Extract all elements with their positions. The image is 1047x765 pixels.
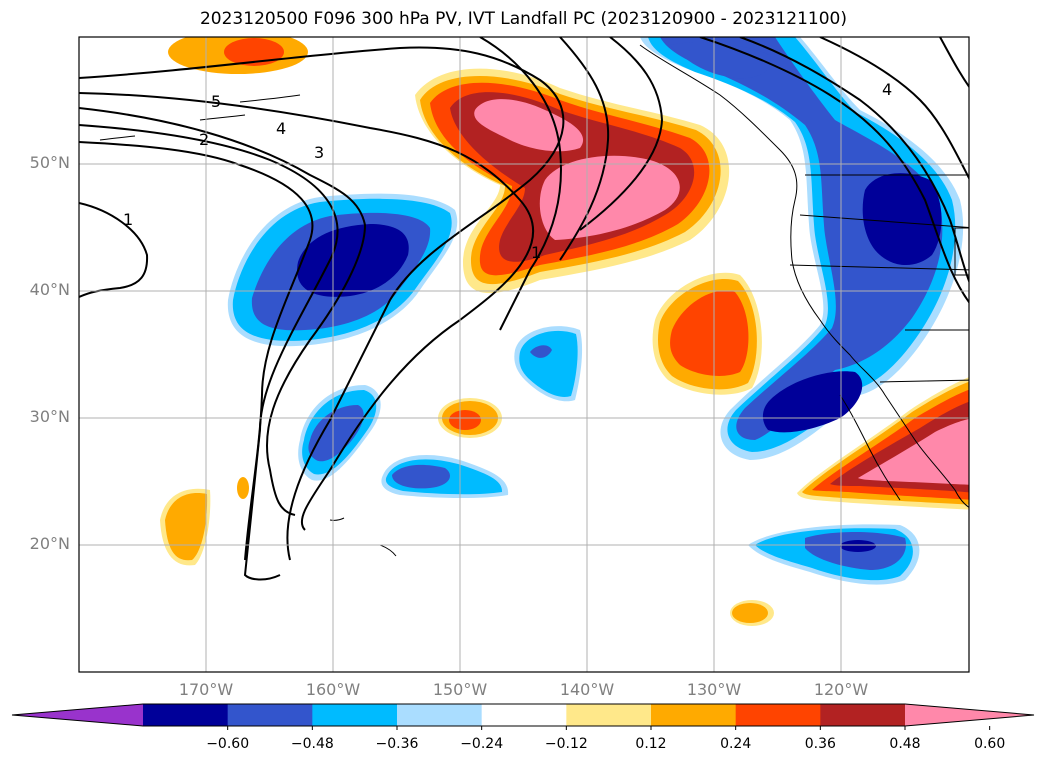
- colorbar-tick-label: 0.24: [720, 736, 752, 752]
- lon-label-130w: 130°W: [686, 680, 742, 699]
- lat-label-30n: 30°N: [29, 407, 70, 426]
- colorbar: [11, 703, 1035, 730]
- colorbar-tick-label: 0.60: [974, 736, 1006, 752]
- colorbar-swatch: [820, 704, 906, 726]
- colorbar-swatch: [397, 704, 483, 726]
- coastline: [99, 44, 969, 557]
- contour-label-1-central: 1: [531, 243, 541, 262]
- colorbar-tick-label: −0.60: [206, 736, 250, 752]
- pv-anomaly-southeast-negative: [748, 524, 920, 585]
- contour-label-2: 2: [199, 130, 209, 149]
- colorbar-swatch: [735, 704, 821, 726]
- pv-anomaly-east-negative: [640, 37, 964, 460]
- colorbar-swatch: [481, 704, 567, 726]
- contour-label-4: 4: [276, 119, 286, 138]
- contour-label-4-east: 4: [882, 80, 892, 99]
- colorbar-swatch: [651, 704, 737, 726]
- colorbar-tick-label: −0.48: [290, 736, 334, 752]
- colorbar-extend-high: [905, 704, 1034, 726]
- colorbar-swatch: [566, 704, 652, 726]
- pv-anomaly-central-negative: [298, 326, 583, 499]
- colorbar-tick-label: −0.36: [375, 736, 419, 752]
- colorbar-tick-label: 0.12: [635, 736, 667, 752]
- lon-label-170w: 170°W: [178, 680, 234, 699]
- colorbar-tick-label: 0.48: [889, 736, 921, 752]
- lat-label-20n: 20°N: [29, 534, 70, 553]
- colorbar-swatch: [143, 704, 229, 726]
- contour-label-5: 5: [211, 92, 221, 111]
- contour-label-3: 3: [314, 143, 324, 162]
- lon-label-150w: 150°W: [432, 680, 488, 699]
- lat-label-50n: 50°N: [29, 153, 70, 172]
- lon-label-120w: 120°W: [813, 680, 869, 699]
- lon-label-140w: 140°W: [559, 680, 615, 699]
- pv-anomaly-north-positive: [415, 68, 730, 294]
- map-gridlines: [79, 37, 969, 672]
- map-frame: [78, 36, 970, 673]
- contour-label-1-west: 1: [123, 210, 133, 229]
- lat-label-40n: 40°N: [29, 280, 70, 299]
- colorbar-tick-label: −0.24: [460, 736, 504, 752]
- colorbar-outline: [11, 703, 1035, 727]
- colorbar-tick-label: 0.36: [804, 736, 836, 752]
- pv-anomaly-west-negative: [227, 193, 458, 347]
- pv-anomaly-central-positive: [160, 272, 774, 626]
- pv-shading-layer: 5 4 3 2 1 1 4: [79, 37, 969, 672]
- contour-label-group: 5 4 3 2 1 1 4: [123, 80, 892, 262]
- pv-contour-lines: [79, 37, 969, 581]
- colorbar-extend-low: [12, 704, 143, 726]
- colorbar-tick-label: −0.12: [544, 736, 588, 752]
- map-title: 2023120500 F096 300 hPa PV, IVT Landfall…: [199, 9, 847, 29]
- pv-anomaly-northwest-small: [168, 37, 308, 74]
- colorbar-swatch: [227, 704, 313, 726]
- lon-label-160w: 160°W: [305, 680, 361, 699]
- colorbar-swatch: [312, 704, 398, 726]
- pv-anomaly-southeast-positive: [797, 377, 969, 510]
